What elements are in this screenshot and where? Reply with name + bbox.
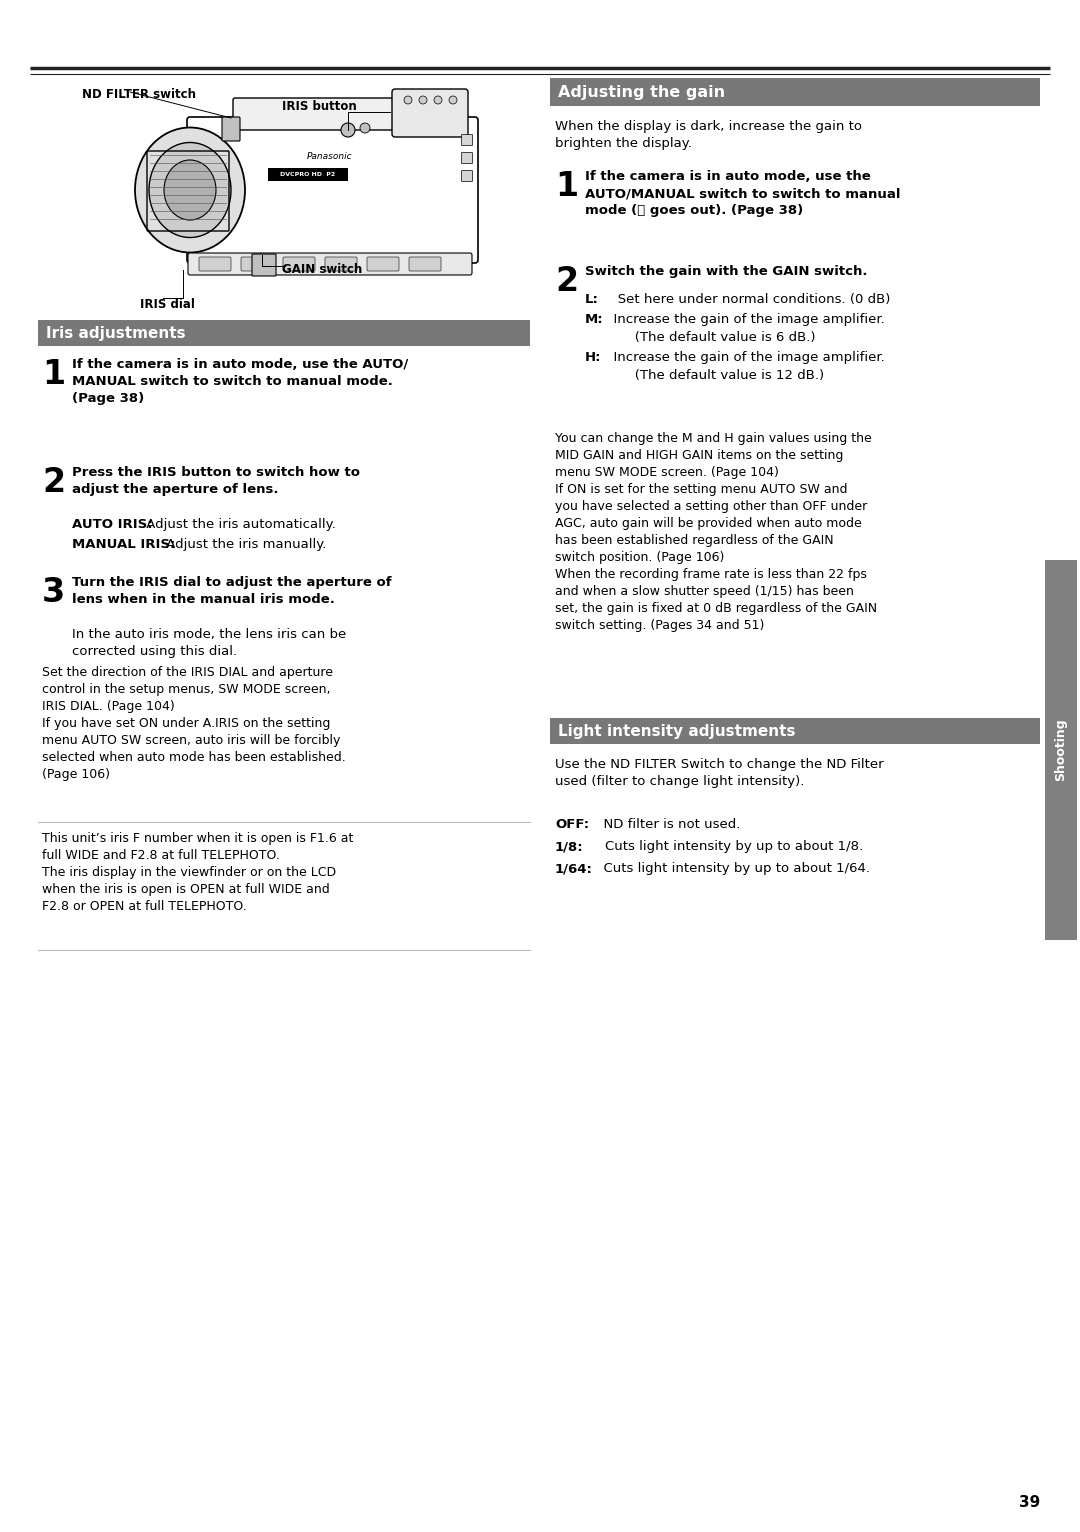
FancyBboxPatch shape [392,89,468,136]
Text: Panasonic: Panasonic [307,152,353,161]
Circle shape [341,123,355,136]
Text: Use the ND FILTER Switch to change the ND Filter
used (filter to change light in: Use the ND FILTER Switch to change the N… [555,758,883,787]
Bar [1045,561,1077,941]
Text: ND filter is not used.: ND filter is not used. [595,818,741,830]
Text: If the camera is in auto mode, use the
AUTO/MANUAL switch to switch to manual
mo: If the camera is in auto mode, use the A… [585,170,901,218]
FancyBboxPatch shape [241,257,273,271]
Text: Adjust the iris automatically.: Adjust the iris automatically. [141,518,336,532]
Text: You can change the M and H gain values using the
MID GAIN and HIGH GAIN items on: You can change the M and H gain values u… [555,432,877,633]
Text: AUTO IRIS:: AUTO IRIS: [72,518,152,532]
Text: When the display is dark, increase the gain to
brighten the display.: When the display is dark, increase the g… [555,119,862,150]
Text: Set the direction of the IRIS DIAL and aperture
control in the setup menus, SW M: Set the direction of the IRIS DIAL and a… [42,666,346,781]
Text: Light intensity adjustments: Light intensity adjustments [558,723,796,738]
Text: Adjust the iris manually.: Adjust the iris manually. [162,538,326,552]
Bar [550,719,1040,745]
Text: MANUAL IRIS:: MANUAL IRIS: [72,538,175,552]
Text: H:: H: [585,351,602,365]
Text: DVCPRO HD  P2: DVCPRO HD P2 [281,172,336,176]
Text: If the camera is in auto mode, use the AUTO/
MANUAL switch to switch to manual m: If the camera is in auto mode, use the A… [72,358,408,404]
Bar [38,320,530,346]
Text: M:: M: [585,313,604,326]
Text: Increase the gain of the image amplifier.: Increase the gain of the image amplifier… [605,313,885,326]
Text: (The default value is 6 dB.): (The default value is 6 dB.) [605,331,815,345]
Text: (The default value is 12 dB.): (The default value is 12 dB.) [605,369,824,381]
FancyBboxPatch shape [233,98,422,130]
Circle shape [449,97,457,104]
Text: Turn the IRIS dial to adjust the aperture of
lens when in the manual iris mode.: Turn the IRIS dial to adjust the apertur… [72,576,392,607]
Text: Switch the gain with the GAIN switch.: Switch the gain with the GAIN switch. [585,265,867,277]
FancyBboxPatch shape [409,257,441,271]
Text: 1: 1 [555,170,578,204]
FancyBboxPatch shape [461,135,473,146]
Bar [550,78,1040,106]
FancyBboxPatch shape [325,257,357,271]
Text: Shooting: Shooting [1054,719,1067,781]
Text: IRIS button: IRIS button [282,100,356,113]
Text: 2: 2 [42,466,65,499]
Ellipse shape [149,142,231,237]
Text: 3: 3 [42,576,65,610]
Text: Cuts light intensity by up to about 1/8.: Cuts light intensity by up to about 1/8. [588,840,863,853]
Text: ND FILTER switch: ND FILTER switch [82,87,195,101]
FancyBboxPatch shape [461,153,473,164]
Text: This unit’s iris F number when it is open is F1.6 at
full WIDE and F2.8 at full : This unit’s iris F number when it is ope… [42,832,353,913]
Text: Set here under normal conditions. (0 dB): Set here under normal conditions. (0 dB) [605,293,890,306]
Text: GAIN switch: GAIN switch [282,264,362,276]
Text: 2: 2 [555,265,578,299]
Text: IRIS dial: IRIS dial [140,299,194,311]
Text: Cuts light intensity by up to about 1/64.: Cuts light intensity by up to about 1/64… [595,863,870,875]
Text: 1/64:: 1/64: [555,863,593,875]
Circle shape [434,97,442,104]
Text: Adjusting the gain: Adjusting the gain [558,84,725,100]
Text: OFF:: OFF: [555,818,589,830]
Text: In the auto iris mode, the lens iris can be
corrected using this dial.: In the auto iris mode, the lens iris can… [72,628,347,659]
FancyBboxPatch shape [283,257,315,271]
FancyBboxPatch shape [222,116,240,141]
Ellipse shape [135,127,245,253]
Text: Iris adjustments: Iris adjustments [46,325,186,340]
Circle shape [404,97,411,104]
Ellipse shape [164,159,216,221]
FancyBboxPatch shape [268,169,348,181]
Text: Increase the gain of the image amplifier.: Increase the gain of the image amplifier… [605,351,885,365]
Text: 39: 39 [1018,1495,1040,1511]
Text: Press the IRIS button to switch how to
adjust the aperture of lens.: Press the IRIS button to switch how to a… [72,466,360,496]
FancyBboxPatch shape [199,257,231,271]
FancyBboxPatch shape [188,253,472,276]
FancyBboxPatch shape [367,257,399,271]
FancyBboxPatch shape [461,170,473,181]
Circle shape [419,97,427,104]
Text: 1: 1 [42,358,65,391]
FancyBboxPatch shape [252,254,276,276]
FancyBboxPatch shape [187,116,478,264]
Text: 1/8:: 1/8: [555,840,583,853]
Circle shape [360,123,370,133]
Text: L:: L: [585,293,599,306]
